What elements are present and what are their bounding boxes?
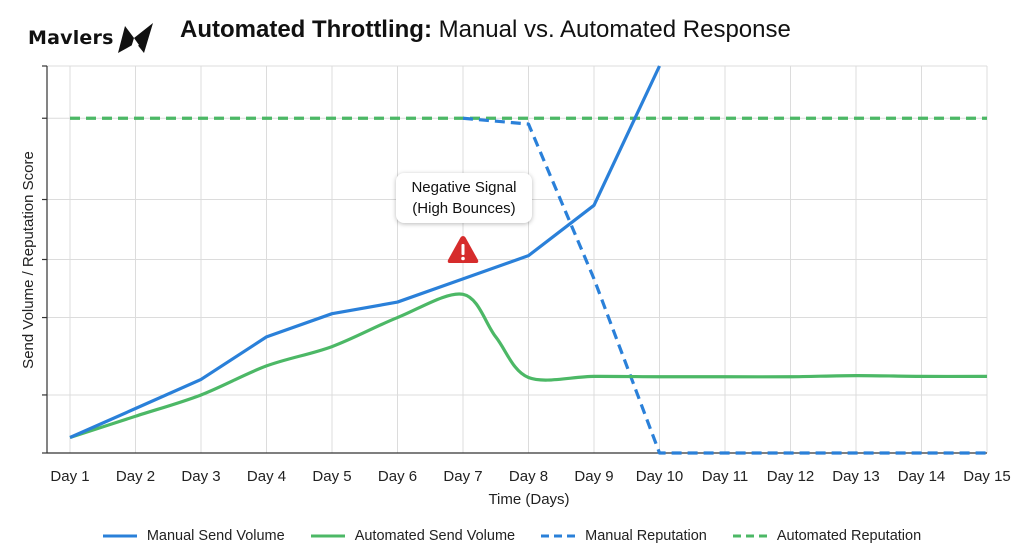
- series-line-manual-reputation: [462, 116, 987, 455]
- brand-logo: Mavlers: [28, 22, 155, 54]
- chart-axes: [42, 65, 987, 454]
- chart-series: [69, 65, 988, 455]
- x-tick-label: Day 3: [181, 468, 220, 485]
- x-tick-label: Day 14: [898, 468, 946, 485]
- x-tick-label: Day 15: [963, 468, 1011, 485]
- x-tick-label: Day 6: [378, 468, 417, 485]
- brand-logo-text: Mavlers: [28, 27, 114, 49]
- x-tick-label: Day 9: [574, 468, 613, 485]
- chart-title-bold: Automated Throttling:: [180, 16, 432, 43]
- y-axis-label: Send Volume / Reputation Score: [20, 151, 37, 369]
- legend-swatch: [310, 534, 345, 538]
- x-tick-label: Day 2: [116, 468, 155, 485]
- legend-swatch: [102, 534, 137, 538]
- legend-label: Automated Send Volume: [354, 528, 516, 544]
- x-tick-label: Day 8: [509, 468, 548, 485]
- legend-swatch: [541, 534, 576, 538]
- x-tick-label: Day 11: [702, 468, 748, 485]
- x-tick-label: Day 1: [50, 468, 89, 485]
- annotation-callout: Negative Signal (High Bounces): [396, 173, 532, 223]
- x-tick-labels: Day 1 Day 2 Day 3 Day 4 Day 5 Day 6 Day 7 Day 8…: [50, 468, 1010, 485]
- x-tick-label: Day 10: [636, 468, 684, 485]
- x-axis-label: Time (Days): [488, 491, 569, 508]
- legend-item: Manual Send Volume: [102, 528, 285, 544]
- series-line-automated-send-volume: [69, 292, 988, 440]
- x-tick-label: Day 13: [832, 468, 880, 485]
- annotation-line-1: Negative Signal: [411, 179, 517, 196]
- warning-triangle-icon: [447, 236, 479, 263]
- brand-mark-icon: [117, 23, 153, 53]
- chart-legend: Manual Send Volume Automated Send Volume M…: [0, 528, 1024, 544]
- x-tick-label: Day 7: [443, 468, 482, 485]
- x-tick-label: Day 5: [312, 468, 351, 485]
- legend-item: Automated Reputation: [732, 528, 922, 544]
- chart-title: Automated Throttling: Manual vs. Automat…: [180, 16, 791, 44]
- legend-label: Manual Reputation: [585, 528, 707, 544]
- series-line-manual-send-volume: [69, 65, 661, 439]
- x-tick-label: Day 4: [247, 468, 286, 485]
- legend-item: Automated Send Volume: [310, 528, 516, 544]
- annotation-line-2: (High Bounces): [412, 200, 516, 217]
- legend-label: Automated Reputation: [776, 528, 922, 544]
- legend-label: Manual Send Volume: [146, 528, 285, 544]
- legend-item: Manual Reputation: [541, 528, 707, 544]
- x-tick-label: Day 12: [767, 468, 815, 485]
- chart-title-rest: Manual vs. Automated Response: [431, 16, 791, 43]
- legend-swatch: [732, 534, 767, 538]
